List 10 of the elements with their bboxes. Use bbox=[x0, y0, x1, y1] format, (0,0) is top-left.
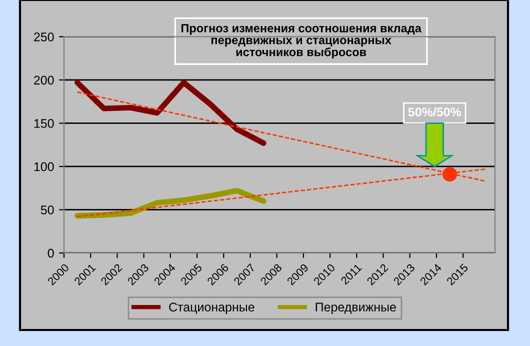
y-tick-label: 200 bbox=[34, 76, 54, 85]
y-tick-label: 0 bbox=[48, 248, 54, 258]
annotation: 50%/50% bbox=[408, 107, 462, 117]
y-tick-label: 100 bbox=[34, 162, 54, 172]
y-tick-label: 150 bbox=[34, 119, 54, 128]
y-tick-label: 250 bbox=[34, 32, 54, 42]
legend-label: Стационарные bbox=[169, 302, 254, 314]
legend-label: Передвижные bbox=[316, 302, 396, 314]
chart-title: Прогноз изменения соотношения вклада передвижных и стационарных источников выбросов bbox=[181, 24, 422, 59]
y-tick-label: 50 bbox=[40, 206, 54, 214]
